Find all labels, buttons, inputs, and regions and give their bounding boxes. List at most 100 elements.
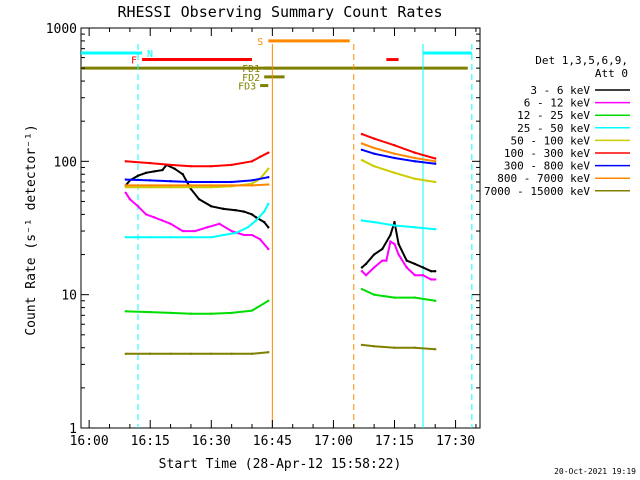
y-tick-label: 10: [61, 289, 77, 304]
series-point-0-segment1-18: [267, 226, 270, 229]
series-point-1-segment1-7: [181, 229, 184, 233]
series-point-0-segment1-9: [189, 187, 193, 191]
series-point-1-segment1-0: [124, 191, 127, 195]
series-point-4-segment1-2: [169, 185, 172, 189]
series-point-3-segment1-10: [267, 202, 270, 206]
series-point-5-segment2-3: [413, 151, 417, 154]
series-point-0-segment2-11: [434, 269, 437, 273]
series-point-0-segment2-7: [405, 259, 408, 262]
legend-label: 25 - 50 keV: [517, 122, 590, 135]
series-point-1-segment2-4: [385, 259, 388, 262]
series-point-6-segment2-2: [393, 156, 396, 160]
series-point-2-segment2-1: [372, 293, 376, 296]
series-point-1-segment1-13: [250, 233, 254, 237]
x-tick-label: 17:00: [314, 434, 353, 449]
series-point-6-segment2-4: [434, 162, 437, 165]
series-point-2-segment1-1: [149, 310, 152, 314]
series-point-0-segment1-4: [153, 170, 156, 173]
series-point-1-segment1-3: [144, 213, 148, 216]
series-line-7-segment1: [125, 183, 269, 187]
state-bar-label-fd3: FD3: [238, 82, 256, 93]
series-point-5-segment1-0: [124, 160, 127, 163]
series-line-6-segment1: [125, 176, 269, 183]
series-point-8-segment1-0: [124, 352, 127, 356]
series-point-1-segment2-1: [364, 273, 368, 277]
series-point-0-segment1-11: [210, 205, 213, 208]
series-point-1-segment2-12: [434, 278, 437, 281]
series-point-6-segment2-1: [372, 152, 376, 155]
series-point-3-segment1-6: [234, 231, 237, 235]
x-tick-label: 16:00: [70, 434, 109, 449]
series-point-6-segment1-2: [169, 179, 172, 183]
series-point-5-segment1-1: [149, 161, 152, 165]
series-point-1-segment2-11: [429, 278, 433, 281]
series-line-1-segment1: [124, 192, 270, 250]
x-tick-label: 17:30: [436, 434, 475, 449]
series-point-7-segment1-6: [250, 184, 254, 187]
series-point-6-segment1-6: [250, 179, 254, 182]
series-point-2-segment1-5: [230, 311, 233, 315]
series-point-1-segment2-6: [393, 242, 396, 246]
series-point-6-segment1-0: [124, 178, 127, 181]
series-point-0-segment2-6: [397, 242, 400, 246]
series-point-5-segment1-7: [258, 155, 262, 159]
series-point-3-segment1-3: [189, 235, 193, 239]
series-point-7-segment1-0: [124, 184, 127, 187]
series-point-6-segment1-4: [210, 180, 213, 184]
series-point-1-segment2-0: [360, 269, 364, 273]
series-point-3-segment1-7: [246, 226, 250, 229]
x-tick-label: 16:30: [192, 434, 231, 449]
x-tick-label: 16:45: [253, 434, 292, 449]
series-point-8-segment1-5: [230, 352, 233, 356]
series-point-2-segment1-7: [267, 299, 270, 302]
legend-label: 7000 - 15000 keV: [484, 185, 590, 198]
series-line-8-segment1: [125, 351, 269, 355]
series-point-2-segment2-0: [360, 287, 364, 291]
series-point-7-segment2-2: [393, 152, 396, 155]
series-point-5-segment2-1: [372, 137, 376, 140]
footer-timestamp: 20-Oct-2021 19:19: [554, 467, 636, 476]
y-tick-labels: 1 10 100 1000: [46, 22, 77, 437]
series-point-3-segment1-8: [254, 219, 258, 222]
series-point-2-segment1-4: [210, 312, 213, 315]
series-point-8-segment1-4: [210, 352, 213, 356]
series-point-1-segment1-9: [206, 226, 209, 229]
series-line-0-segment2: [361, 221, 436, 273]
series-point-1-segment1-10: [218, 222, 221, 226]
legend-header-line-2: Att 0: [595, 67, 628, 80]
series-point-4-segment2-4: [434, 180, 437, 184]
series-point-8-segment2-4: [434, 347, 437, 351]
series-point-4-segment1-3: [189, 185, 193, 189]
series-point-0-segment2-3: [381, 247, 384, 251]
series-point-5-segment1-4: [210, 164, 213, 168]
series-point-1-segment1-6: [169, 222, 172, 226]
series-point-0-segment2-2: [372, 253, 376, 256]
series-point-6-segment1-5: [230, 180, 233, 184]
series-point-6-segment1-3: [189, 180, 193, 184]
y-tick-label: 100: [54, 155, 77, 170]
series-point-3-segment1-9: [263, 210, 266, 213]
series-point-4-segment2-1: [372, 164, 376, 168]
series-point-5-segment1-6: [250, 160, 254, 163]
series-point-5-segment2-4: [434, 157, 437, 160]
series-point-5-segment1-8: [267, 151, 270, 154]
series-point-7-segment1-3: [189, 184, 193, 187]
series-point-1-segment1-14: [258, 238, 262, 241]
series-point-1-segment1-12: [242, 233, 246, 237]
series-point-0-segment2-8: [413, 262, 417, 266]
series-point-2-segment1-6: [250, 309, 254, 312]
series-point-0-segment1-14: [242, 210, 246, 213]
series-point-1-segment2-9: [413, 273, 417, 277]
series-point-1-segment2-3: [381, 259, 384, 262]
series-point-7-segment1-7: [267, 183, 270, 186]
series-point-1-segment1-2: [136, 205, 140, 208]
series-point-5-segment2-0: [360, 132, 364, 136]
series-point-3-segment2-2: [393, 224, 396, 227]
series-point-0-segment2-0: [360, 266, 364, 269]
series-point-7-segment1-4: [210, 184, 213, 187]
series-point-1-segment1-11: [230, 229, 233, 233]
series-point-1-segment2-5: [389, 240, 392, 243]
